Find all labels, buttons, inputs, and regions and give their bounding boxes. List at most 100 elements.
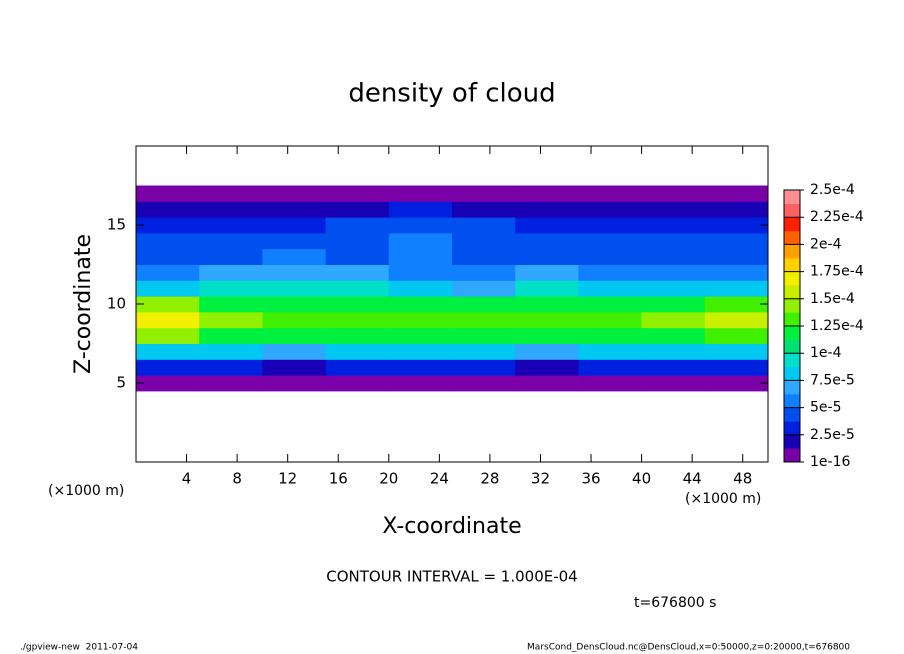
field-cell (641, 217, 706, 234)
colorbar-swatch (784, 285, 800, 300)
field-cell (704, 359, 769, 376)
footer-right: MarsCond_DensCloud.nc@DensCloud,x=0:5000… (527, 643, 850, 653)
colorbar-swatch (784, 394, 800, 408)
field-cell (388, 232, 453, 250)
field-cell (262, 185, 327, 202)
colorbar-tick-label: 1e-4 (810, 345, 842, 361)
field-cell (704, 201, 769, 218)
x-tick-label: 8 (232, 470, 242, 488)
colorbar-tick-label: 2.5e-4 (810, 182, 855, 198)
field-cell (262, 264, 327, 281)
field-cell (704, 296, 769, 313)
field-cell (325, 264, 390, 281)
x-tick-label: 4 (182, 470, 192, 488)
field-cell (199, 264, 263, 281)
field-cell (388, 327, 453, 344)
y-axis-label: Z-coordinate (71, 234, 96, 374)
field-cell (578, 296, 643, 313)
field-cell (515, 232, 579, 250)
field-cell (325, 280, 390, 297)
field-cell (136, 280, 200, 297)
field-cell (515, 343, 579, 360)
field-cell (704, 232, 769, 250)
colorbar-tick-label: 5e-5 (810, 400, 841, 416)
field-cell (325, 217, 390, 234)
field-cell (262, 359, 327, 376)
x-unit-label: (×1000 m) (685, 491, 761, 507)
field-cell (388, 185, 453, 202)
colorbar-swatch (784, 244, 800, 259)
field-cell (452, 296, 516, 313)
field-cell (136, 359, 200, 376)
field-cell (515, 185, 579, 202)
field-cell (452, 359, 516, 376)
field-cell (136, 375, 200, 392)
field-cell (262, 311, 327, 329)
y-tick-label: 10 (107, 295, 126, 313)
field-cell (136, 201, 200, 218)
x-tick-label: 32 (531, 470, 550, 488)
colorbar-swatch (784, 380, 800, 395)
field-cell (704, 185, 769, 202)
field-cell (452, 232, 516, 250)
field-cell (641, 280, 706, 297)
field-cell (641, 375, 706, 392)
chart-title: density of cloud (348, 79, 555, 109)
field-cell (578, 217, 643, 234)
field-cell (578, 185, 643, 202)
colorbar-tick-label: 2.5e-5 (810, 427, 855, 443)
field-cell (704, 248, 769, 265)
x-axis-label: X-coordinate (382, 514, 521, 539)
field-cell (199, 217, 263, 234)
colorbar-swatch (784, 421, 800, 436)
field-cell (452, 264, 516, 281)
field-cell (452, 280, 516, 297)
field-cell (452, 375, 516, 392)
colorbar-swatch (784, 258, 800, 272)
colorbar-tick-label: 2e-4 (810, 236, 842, 252)
x-tick-label: 44 (683, 470, 702, 488)
field-cell (325, 327, 390, 344)
field-cell (325, 232, 390, 250)
field-cell (262, 296, 327, 313)
field-cell (704, 375, 769, 392)
field-cell (515, 359, 579, 376)
field-cell (704, 280, 769, 297)
field-cell (515, 296, 579, 313)
field-cell (515, 311, 579, 329)
field-cell (136, 232, 200, 250)
field-cell (704, 264, 769, 281)
colorbar-swatch (784, 353, 800, 368)
field-cell (136, 185, 200, 202)
field-cell (515, 327, 579, 344)
field-cell (388, 280, 453, 297)
field-cell (388, 264, 453, 281)
field-cell (388, 248, 453, 265)
field-cell (262, 375, 327, 392)
field-cell (325, 185, 390, 202)
field-cell (578, 248, 643, 265)
colorbar-swatch (784, 217, 800, 232)
field-cell (704, 217, 769, 234)
field-cell (136, 217, 200, 234)
field-cell (578, 311, 643, 329)
field-cell (199, 280, 263, 297)
x-tick-label: 40 (632, 470, 651, 488)
field-cell (452, 311, 516, 329)
field-cell (136, 343, 200, 360)
field-cell (452, 185, 516, 202)
field-cell (515, 201, 579, 218)
field-cell (199, 296, 263, 313)
field-cell (199, 311, 263, 329)
field-cell (641, 264, 706, 281)
field-cell (262, 280, 327, 297)
field-cell (388, 296, 453, 313)
field-cell (262, 201, 327, 218)
x-unit-label: (×1000 m) (48, 483, 124, 499)
field-cell (578, 232, 643, 250)
field-cell (452, 217, 516, 234)
field-cell (704, 311, 769, 329)
field-cell (578, 264, 643, 281)
field-cell (578, 201, 643, 218)
colorbar-swatch (784, 366, 800, 381)
